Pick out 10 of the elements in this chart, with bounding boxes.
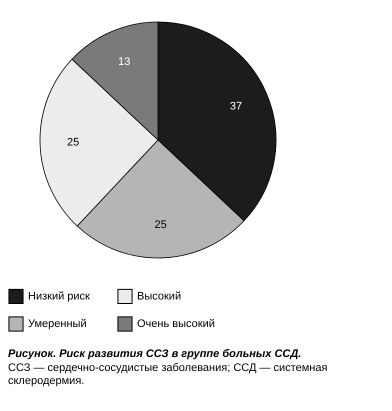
legend-label: Высокий [137, 290, 182, 302]
text: ССЗ — сердечно-сосудистые заболевания; ССД — системная склеродермия. [8, 362, 328, 387]
data-label: 37 [230, 100, 242, 112]
data-label: 25 [154, 218, 167, 231]
data-label: 25 [66, 136, 80, 149]
legend-label: Умеренный [28, 318, 87, 330]
text: Рисунок. Риск развития ССЗ в группе больных ССД. [8, 348, 302, 360]
legend-label: Очень высокий [137, 318, 215, 330]
data-label: 13 [118, 56, 130, 68]
legend-label: Низкий риск [28, 290, 90, 302]
